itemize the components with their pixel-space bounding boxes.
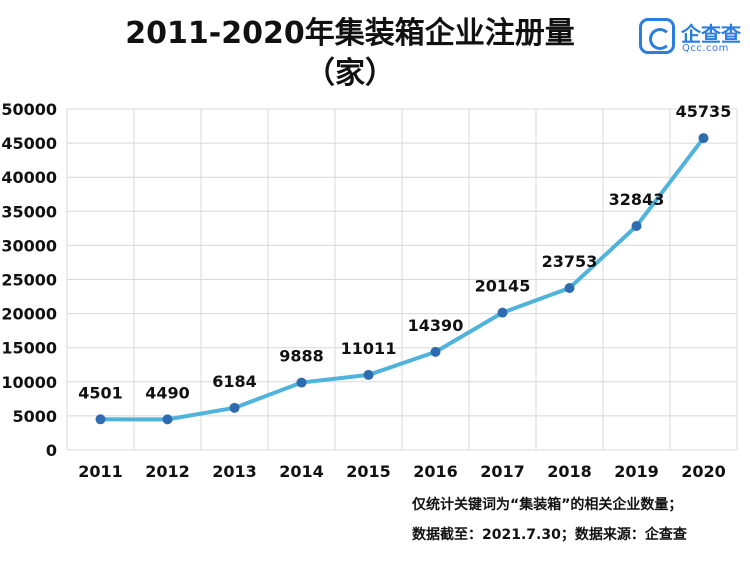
- data-point: [430, 346, 441, 357]
- y-tick-label: 35000: [1, 202, 57, 221]
- x-tick-label: 2016: [413, 462, 458, 481]
- data-point: [229, 402, 240, 413]
- footnote-source: 数据截至：2021.7.30；数据来源：企查查: [412, 527, 687, 543]
- x-tick-label: 2020: [681, 462, 726, 481]
- y-tick-label: 20000: [1, 305, 57, 324]
- y-tick-label: 5000: [12, 407, 57, 426]
- chart-title-unit: （家）: [305, 56, 395, 91]
- y-tick-label: 10000: [1, 373, 57, 392]
- data-point: [95, 414, 106, 425]
- data-label: 32843: [609, 190, 665, 209]
- footnote-scope: 仅统计关键词为“集装箱”的相关企业数量；: [412, 497, 683, 513]
- data-point: [497, 307, 508, 318]
- chart-title-line1: 2011-2020年集装箱企业注册量: [125, 16, 575, 51]
- data-label: 6184: [212, 372, 257, 391]
- x-tick-label: 2018: [547, 462, 592, 481]
- data-label: 4501: [78, 383, 123, 402]
- data-point: [162, 414, 173, 425]
- y-tick-label: 0: [46, 441, 57, 460]
- x-tick-label: 2015: [346, 462, 391, 481]
- qcc-logo: 企查查 Qcc.com: [639, 18, 743, 58]
- x-tick-label: 2017: [480, 462, 525, 481]
- data-label: 9888: [279, 347, 324, 366]
- y-tick-label: 30000: [1, 236, 57, 255]
- x-tick-label: 2019: [614, 462, 659, 481]
- logo-domain: Qcc.com: [682, 43, 729, 54]
- data-point: [631, 221, 642, 232]
- data-label: 23753: [542, 252, 598, 271]
- data-label: 20145: [475, 277, 531, 296]
- x-tick-label: 2012: [145, 462, 190, 481]
- x-tick-label: 2011: [78, 462, 123, 481]
- data-label: 45735: [676, 102, 732, 121]
- data-point: [564, 283, 575, 294]
- y-tick-label: 45000: [1, 134, 57, 153]
- y-tick-label: 25000: [1, 271, 57, 290]
- x-tick-label: 2013: [212, 462, 257, 481]
- logo-brand: 企查查: [681, 22, 741, 46]
- qcc-logo-icon: [639, 18, 675, 54]
- data-point: [698, 133, 709, 144]
- line-chart: 0 5000 10000 15000 20000 25000 30000 35000 40000…: [1, 100, 738, 481]
- series-line: [100, 136, 706, 422]
- x-tick-label: 2014: [279, 462, 324, 481]
- y-tick-label: 40000: [1, 168, 57, 187]
- data-point: [296, 377, 307, 388]
- y-tick-label: 15000: [1, 339, 57, 358]
- y-tick-label: 50000: [1, 100, 57, 119]
- data-label: 4490: [145, 383, 190, 402]
- data-point: [363, 369, 374, 380]
- data-label: 11011: [341, 339, 397, 358]
- chart-title: 2011-2020年集装箱企业注册量 （家）: [0, 14, 700, 94]
- data-label: 14390: [408, 316, 464, 335]
